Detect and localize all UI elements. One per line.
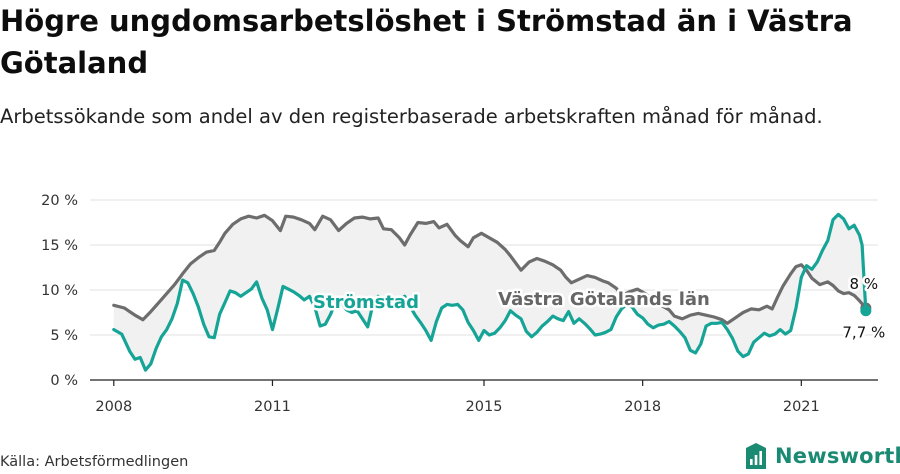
x-tick-label: 2021 bbox=[783, 399, 820, 415]
brand-logo[interactable]: Newsworthy bbox=[744, 440, 900, 472]
y-tick-label: 15 % bbox=[41, 238, 78, 254]
series-lines bbox=[112, 212, 872, 372]
västra-götaland-series-label-halo: Västra Götalands län bbox=[498, 289, 710, 310]
x-axis-ticks: 2008 2011 2015 2018 2021 bbox=[95, 380, 820, 415]
y-tick-label: 0 % bbox=[50, 373, 78, 389]
x-tick-label: 2018 bbox=[624, 399, 661, 415]
series-end-point-1 bbox=[860, 305, 872, 317]
series-line-0 bbox=[112, 213, 868, 325]
y-axis-ticks: 0 % 5 % 10 % 15 % 20 % bbox=[41, 193, 78, 389]
series-line-1 bbox=[112, 212, 868, 372]
x-tick-label: 2015 bbox=[466, 399, 503, 415]
chart-subtitle: Arbetssökande som andel av den registerb… bbox=[0, 105, 823, 128]
line-chart: 0 %5 %10 %15 %20 % 2008 2011 2015 2018 2021 … bbox=[41, 193, 888, 415]
x-tick-label: 2008 bbox=[95, 399, 132, 415]
newsworthy-logo-icon bbox=[746, 443, 766, 469]
y-tick-label: 5 % bbox=[50, 328, 78, 344]
x-tick-label: 2011 bbox=[254, 399, 291, 415]
end-label-stromstad-halo: 7,7 % bbox=[842, 324, 885, 342]
end-label-vastra-gotaland-halo: 8 % bbox=[850, 275, 879, 293]
brand-name: Newsworthy bbox=[775, 444, 900, 468]
strömstad-series-label: Strömstad bbox=[313, 292, 419, 313]
västra-götaland-series-label: Västra Götalands län bbox=[498, 289, 710, 310]
chart-title: Högre ungdomsarbetslöshet i Strömstad än… bbox=[0, 4, 853, 80]
y-tick-label: 20 % bbox=[41, 193, 78, 209]
difference-fill-area bbox=[113, 214, 866, 371]
source-note: Källa: Arbetsförmedlingen bbox=[0, 454, 189, 470]
y-tick-label: 10 % bbox=[41, 283, 78, 299]
end-label-stromstad: 7,7 % bbox=[842, 324, 885, 342]
end-label-vastra-gotaland: 8 % bbox=[850, 275, 879, 293]
strömstad-series-label-halo: Strömstad bbox=[313, 292, 419, 313]
